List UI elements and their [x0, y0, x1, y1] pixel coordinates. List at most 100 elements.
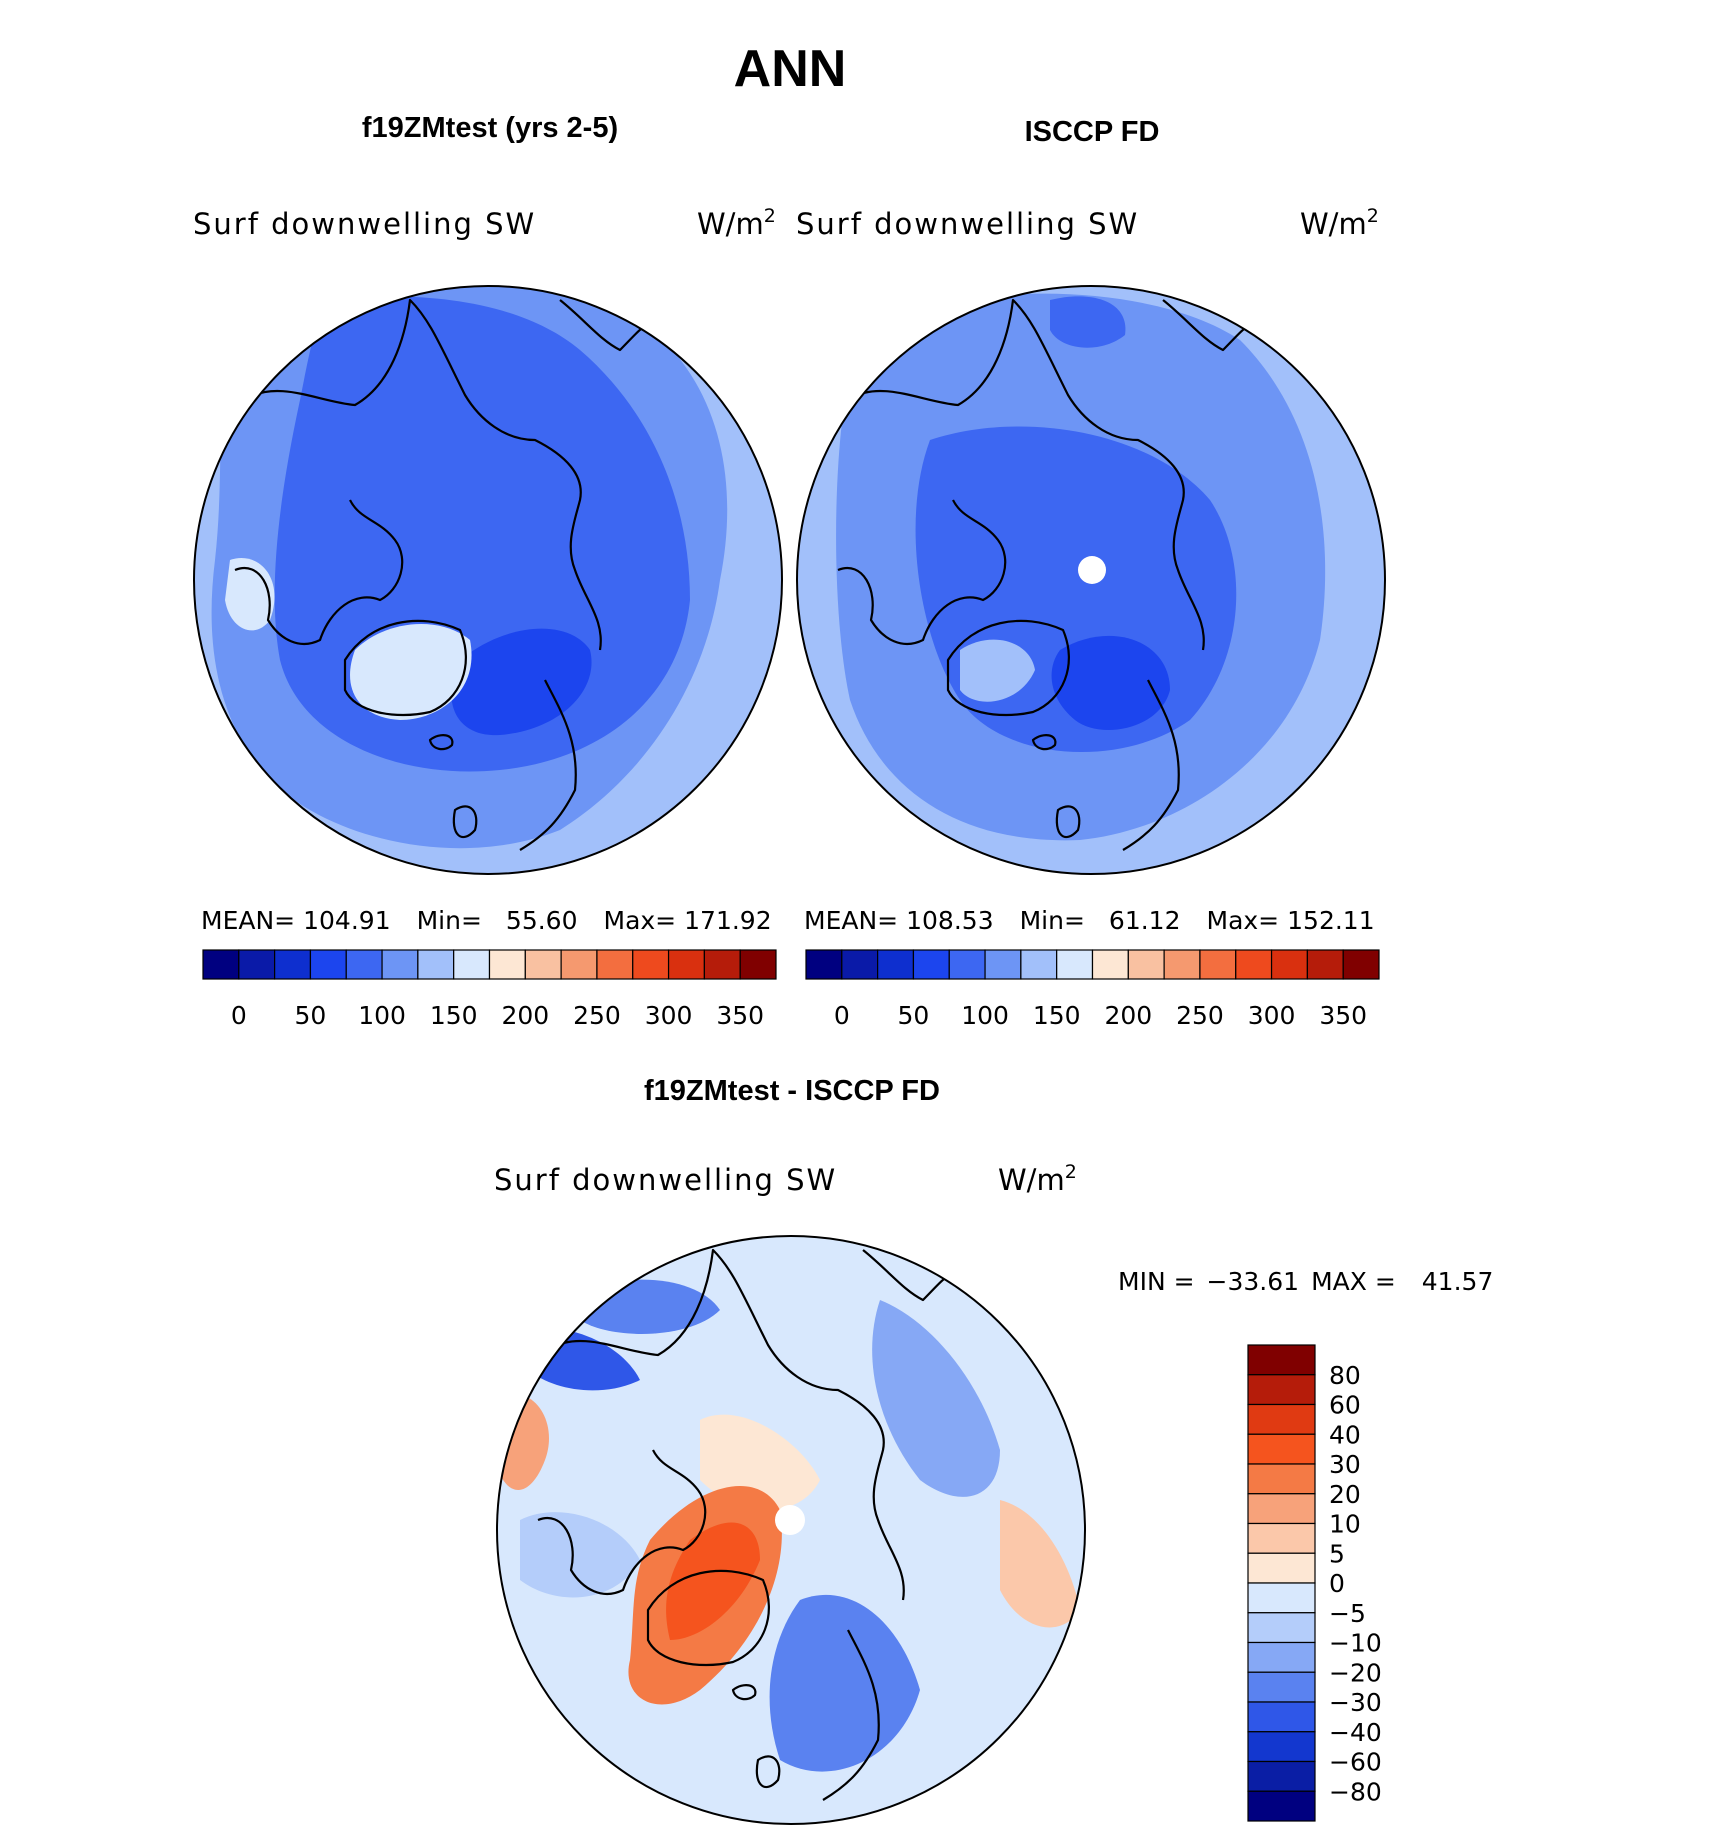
map-patch-pacific — [1050, 296, 1126, 348]
colorbar-tick-label: −20 — [1329, 1658, 1382, 1687]
map-patch-warm-pole — [700, 1414, 820, 1510]
coast-british-isles — [755, 1755, 781, 1788]
coast-siberia — [247, 298, 602, 651]
coast-british-isles — [452, 805, 478, 838]
colorbar-swatch — [1247, 1671, 1316, 1703]
colorbar-tick-label: 20 — [1329, 1480, 1361, 1509]
colorbar-swatch — [632, 949, 670, 980]
map-patch-cool-east — [872, 1300, 1000, 1497]
colorbar-tick-label: 5 — [1329, 1539, 1345, 1568]
colorbar-swatch — [1247, 1403, 1316, 1435]
colorbar-swatch — [948, 949, 986, 980]
panel-model-coastlines — [234, 298, 661, 851]
colorbar-swatch — [1247, 1493, 1316, 1525]
colorbar-swatch — [1247, 1701, 1316, 1733]
colorbar-tick-label: 50 — [898, 1001, 930, 1030]
panel-model-title: f19ZMtest (yrs 2-5) — [362, 112, 618, 144]
colorbar-swatch — [417, 949, 455, 980]
colorbar-tick-label: 0 — [231, 1001, 247, 1030]
colorbar-swatch — [1163, 949, 1201, 980]
colorbar-tick-label: 150 — [430, 1001, 478, 1030]
colorbar-swatch — [488, 949, 526, 980]
panel-obs-map-border — [796, 285, 1386, 875]
panel-diff-title: f19ZMtest - ISCCP FD — [644, 1075, 940, 1107]
map-pole-hole — [1078, 556, 1106, 584]
colorbar-swatch — [1199, 949, 1237, 980]
panel-diff-stats: MIN = −33.61 MAX = 41.57 — [1118, 1267, 1493, 1296]
colorbar-swatch — [1247, 1463, 1316, 1495]
panel-obs-title: ISCCP FD — [1025, 116, 1160, 148]
colorbar-tick-label: −5 — [1329, 1599, 1366, 1628]
panel-obs-stats: MEAN= 108.53 Min= 61.12 Max= 152.11 — [804, 906, 1375, 935]
panel-diff-map — [497, 1236, 1085, 1824]
colorbar-swatch — [381, 949, 419, 980]
coast-scandinavia — [519, 679, 577, 851]
colorbar-tick-label: −40 — [1329, 1718, 1382, 1747]
colorbar-swatch — [202, 949, 240, 980]
colorbar-tick-label: −30 — [1329, 1688, 1382, 1717]
coast-greenland — [343, 619, 467, 717]
map-patch-dark — [451, 628, 592, 736]
coast-canada — [537, 1449, 707, 1595]
colorbar-swatch — [1247, 1790, 1316, 1822]
coast-siberia — [550, 1248, 905, 1601]
colorbar-swatch — [703, 949, 741, 980]
map-patch-cool-europe — [769, 1594, 920, 1772]
panel-diff-units: W/m2 — [998, 1161, 1077, 1197]
map-pole-hole — [775, 1505, 805, 1535]
panel-diff-map-border — [496, 1235, 1086, 1825]
colorbar-swatch — [238, 949, 276, 980]
colorbar-swatch — [877, 949, 915, 980]
panel-model-colorbar: 0 50 100 150 200 250 300 350 — [202, 949, 777, 1030]
colorbar-swatch — [1342, 949, 1380, 980]
figure-title: ANN — [734, 40, 847, 98]
coast-iceland — [731, 1684, 757, 1701]
colorbar-swatch — [984, 949, 1022, 980]
colorbar-swatch — [1247, 1522, 1316, 1554]
colorbar-swatch — [1247, 1433, 1316, 1465]
panel-model-map — [194, 286, 782, 874]
colorbar-swatch — [1020, 949, 1058, 980]
coast-scandinavia — [822, 1629, 880, 1801]
map-patch-light-cool — [520, 1512, 640, 1598]
map-patch-warm-far-east — [1000, 1500, 1080, 1628]
panel-obs-units: W/m2 — [1300, 205, 1379, 241]
coast-greenland — [946, 619, 1070, 717]
colorbar-swatch — [345, 949, 383, 980]
colorbar-swatch — [1247, 1641, 1316, 1673]
panel-obs-map — [797, 286, 1385, 874]
colorbar-swatch — [1127, 949, 1165, 980]
panel-diff-coastlines — [537, 1248, 964, 1801]
panel-model: f19ZMtest (yrs 2-5) Surf downwelling SW … — [193, 112, 783, 1030]
colorbar-tick-label: −60 — [1329, 1748, 1382, 1777]
coast-canada — [837, 499, 1007, 645]
colorbar-swatch — [667, 949, 705, 980]
colorbar-tick-label: 250 — [1176, 1001, 1224, 1030]
coast-canada — [234, 499, 404, 645]
colorbar-swatch — [560, 949, 598, 980]
colorbar-swatch — [1247, 1374, 1316, 1406]
colorbar-tick-label: 150 — [1033, 1001, 1081, 1030]
colorbar-tick-label: 350 — [716, 1001, 764, 1030]
colorbar-tick-label: 50 — [295, 1001, 327, 1030]
colorbar-swatch — [1247, 1731, 1316, 1763]
colorbar-tick-label: 30 — [1329, 1450, 1361, 1479]
colorbar-swatch — [309, 949, 347, 980]
map-greenland-light — [960, 639, 1035, 702]
colorbar-tick-label: −80 — [1329, 1777, 1382, 1806]
colorbar-swatch — [1306, 949, 1344, 980]
colorbar-swatch — [912, 949, 950, 980]
coast-scandinavia — [1122, 679, 1180, 851]
colorbar-swatch — [739, 949, 777, 980]
coast-iceland — [428, 734, 454, 751]
panel-model-units: W/m2 — [697, 205, 776, 241]
panel-diff: f19ZMtest - ISCCP FD Surf downwelling SW… — [494, 1075, 1493, 1825]
panel-obs-variable: Surf downwelling SW — [796, 207, 1139, 241]
colorbar-tick-label: 200 — [501, 1001, 549, 1030]
colorbar-swatch — [1247, 1582, 1316, 1614]
colorbar-tick-label: 40 — [1329, 1420, 1361, 1449]
colorbar-swatch — [1235, 949, 1273, 980]
colorbar-swatch — [805, 949, 843, 980]
colorbar-swatch — [274, 949, 312, 980]
